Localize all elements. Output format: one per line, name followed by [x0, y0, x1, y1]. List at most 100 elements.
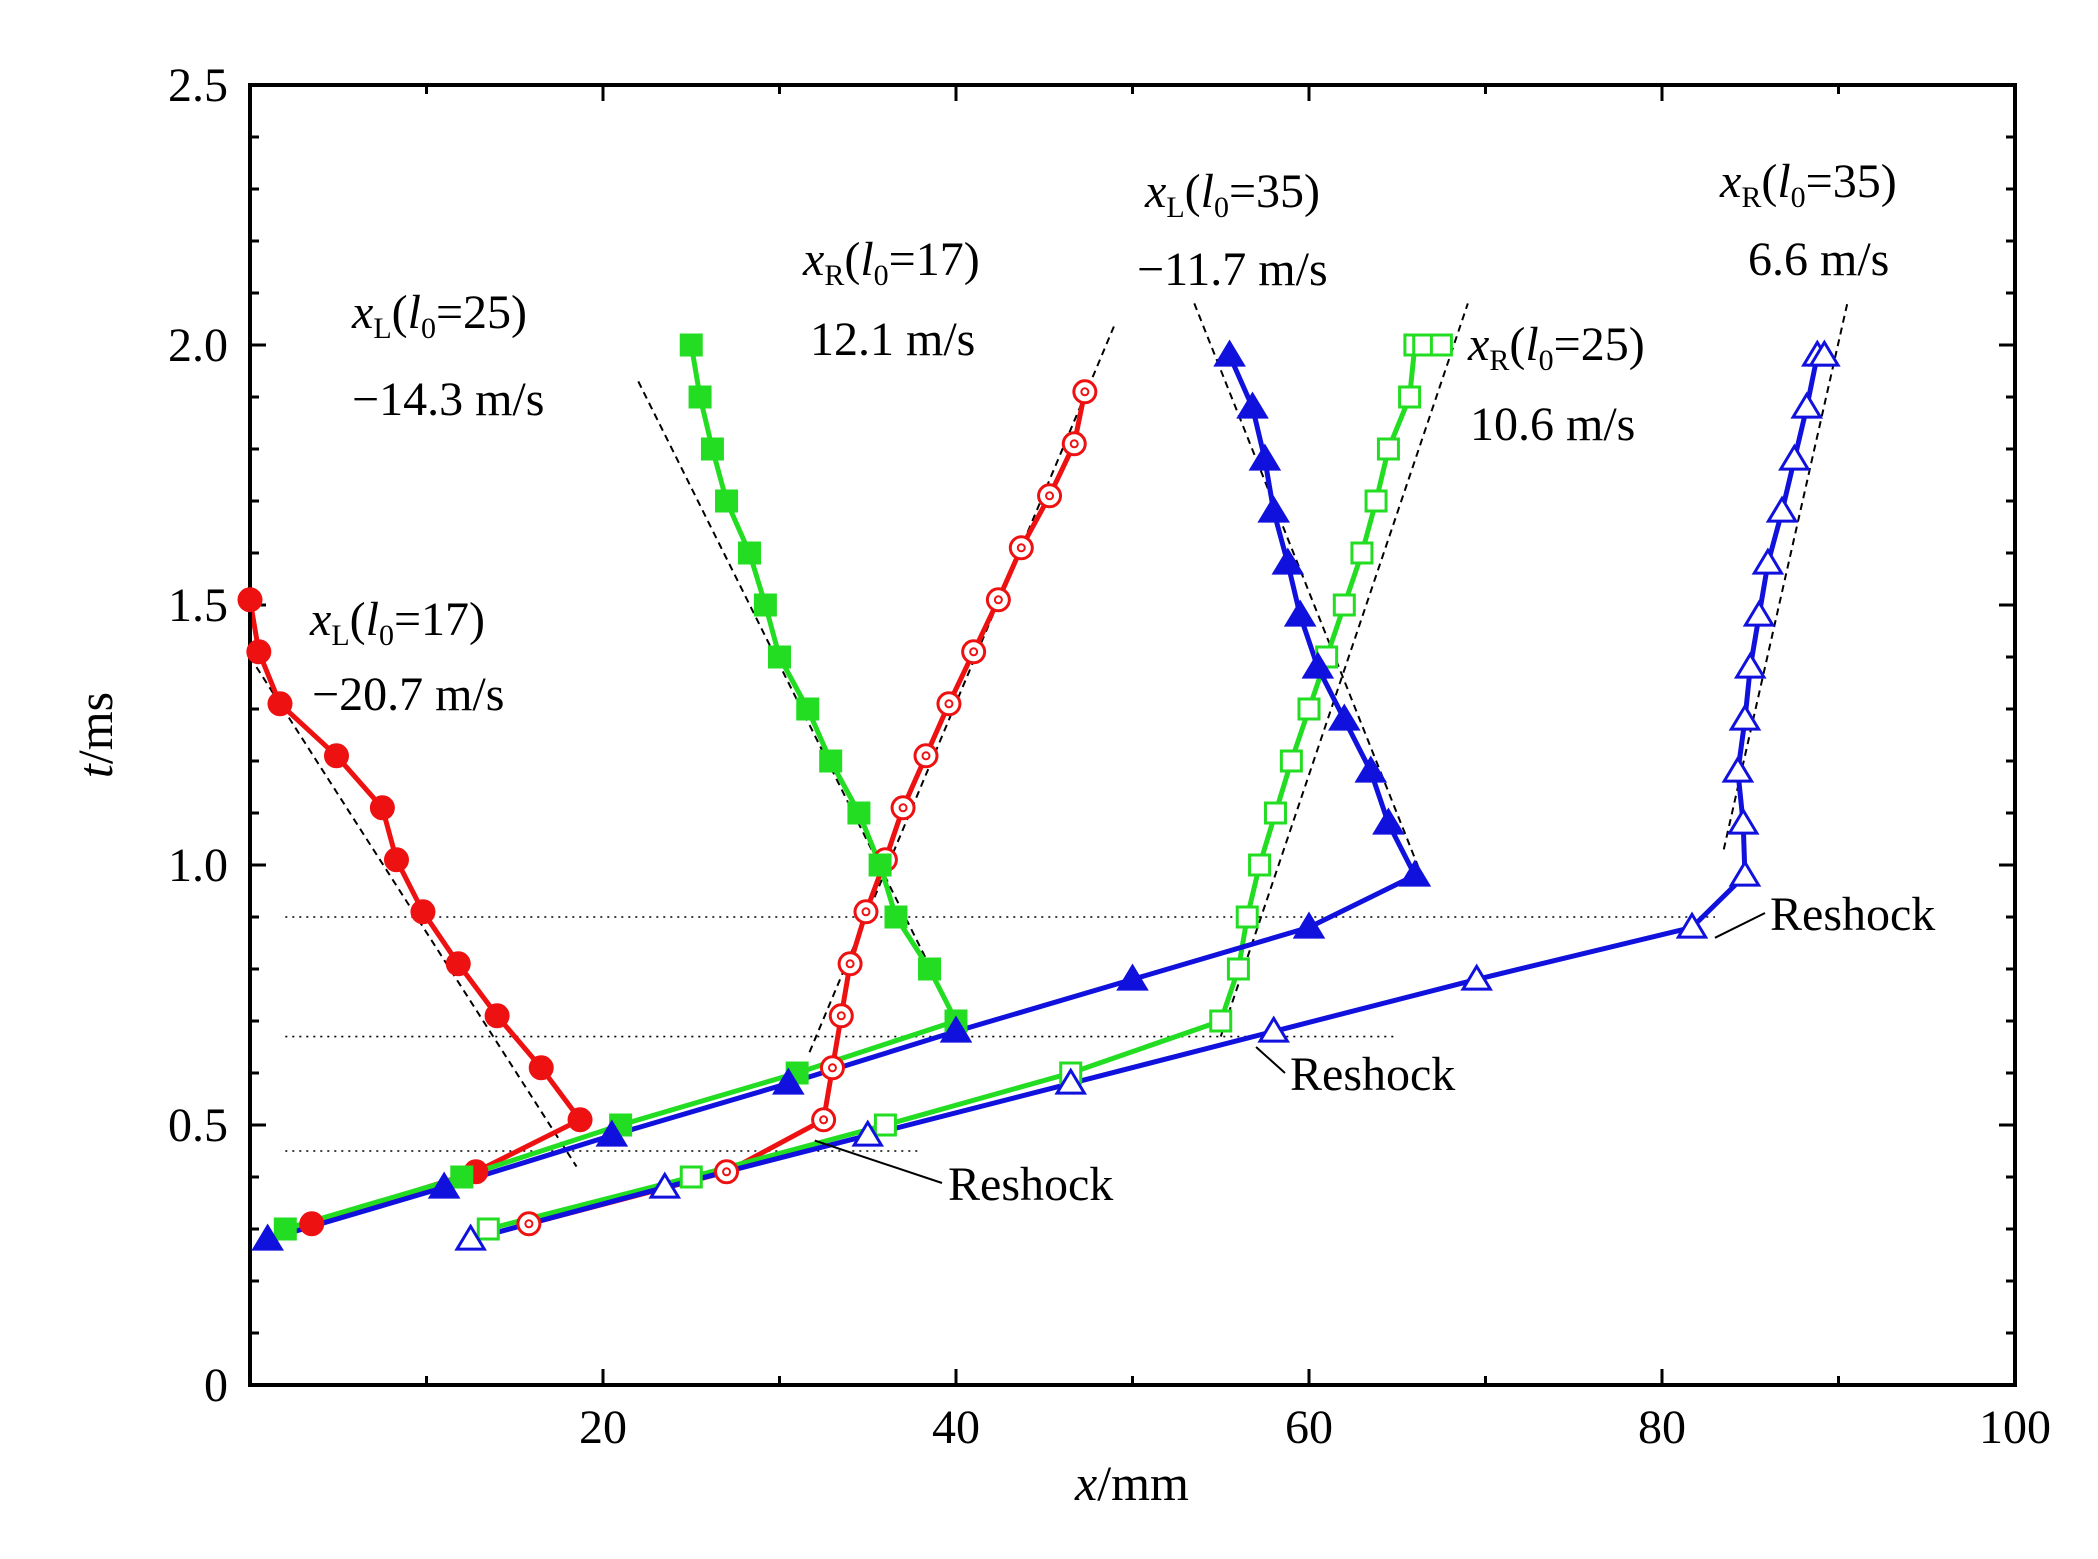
xL25-point — [679, 333, 703, 357]
xL25-point — [753, 593, 777, 617]
xR17-point — [828, 1003, 854, 1029]
reshock-leader — [814, 1139, 943, 1184]
xR17-point-dot — [722, 1167, 732, 1177]
annotation-xR35-label: xR(l0=35) — [1719, 155, 1897, 214]
x-tick-label: 40 — [932, 1401, 980, 1454]
xR17-point-dot — [524, 1219, 534, 1229]
series-markers — [237, 333, 1841, 1251]
xL17-point — [267, 691, 293, 717]
xL17-point — [484, 1003, 510, 1029]
xL17-point — [323, 743, 349, 769]
xR17-point — [913, 743, 939, 769]
y-tick-label: 2.5 — [168, 59, 228, 112]
xL35-point — [1236, 391, 1269, 419]
xL35-point — [1328, 703, 1361, 731]
xR17-point — [936, 691, 962, 717]
xR17-point-dot — [898, 803, 908, 813]
xR17-point-dot — [944, 699, 954, 709]
xR17-point — [890, 795, 916, 821]
xL35-point — [1372, 807, 1405, 835]
xR35-point — [1728, 703, 1762, 731]
xR25-point — [1376, 437, 1400, 461]
xL25-point — [768, 645, 791, 669]
xR17-point — [1008, 535, 1034, 561]
xR35-point — [1765, 495, 1799, 523]
xL25-point — [819, 749, 843, 773]
xR35-point — [1733, 651, 1767, 679]
xR17-point — [853, 899, 879, 925]
xR35-point — [1778, 443, 1811, 471]
xR35-point — [1808, 339, 1841, 367]
xL35-point — [939, 1015, 973, 1043]
y-tick-label: 0.5 — [168, 1099, 228, 1152]
xR25-point — [1350, 541, 1374, 565]
xL25-point — [688, 385, 712, 409]
xR25-point — [1429, 333, 1453, 357]
xR35-point — [1721, 755, 1755, 783]
reference-lines — [285, 916, 1715, 1152]
xR17-point-dot — [845, 959, 855, 969]
annotation-xR17-label: xR(l0=17) — [802, 233, 980, 292]
y-tick-label: 0 — [204, 1359, 228, 1412]
reshock-leader — [1714, 912, 1766, 939]
xL35-point — [1213, 339, 1246, 367]
xL17-point — [528, 1055, 554, 1081]
xR25-point — [1235, 905, 1259, 929]
xR35-point — [1460, 963, 1493, 991]
xL17-point — [299, 1211, 325, 1237]
xL35-point — [1301, 651, 1335, 679]
xR17-point-dot — [861, 907, 871, 917]
reshock-label-2: Reshock — [1290, 1048, 1455, 1101]
reshock-leaders — [814, 912, 1766, 1184]
annotation-xL35-speed: −11.7 m/s — [1137, 243, 1328, 296]
xR25-point — [1279, 749, 1303, 773]
xR17-point-dot — [1016, 543, 1026, 553]
xL35-point — [427, 1171, 461, 1199]
xR17-point — [837, 951, 863, 977]
xR17-point-dot — [819, 1115, 829, 1125]
x-tick-label: 80 — [1638, 1401, 1686, 1454]
annotation-xL17-label: xL(l0=17) — [309, 593, 485, 652]
xL17-point — [369, 795, 395, 821]
xR17-point-dot — [969, 647, 979, 657]
xL17-point — [246, 639, 272, 665]
xL35-point — [1292, 911, 1326, 939]
annotation-xR35-speed: 6.6 m/s — [1748, 233, 1889, 286]
xL25-point — [700, 437, 724, 461]
xL25-point — [868, 853, 892, 877]
y-axis-title: t/ms — [67, 692, 123, 778]
xR17-point — [819, 1055, 845, 1081]
xR17-point — [714, 1159, 740, 1185]
annotation-xL25-label: xL(l0=25) — [351, 286, 527, 345]
xR17-point — [1061, 431, 1087, 457]
xR25-point — [1248, 853, 1272, 877]
xL35-point — [1398, 859, 1432, 887]
xR25-point — [873, 1113, 897, 1137]
xL35-point — [1354, 755, 1388, 783]
xR17-point — [1037, 483, 1063, 509]
xR25-point — [476, 1217, 500, 1241]
xR25-point — [1398, 385, 1422, 409]
xL35-point — [1116, 963, 1149, 991]
xL25-point — [918, 957, 942, 981]
xL17-point — [445, 951, 471, 977]
fit-xR35-line — [1722, 303, 1849, 850]
xR35-point — [1728, 859, 1762, 887]
xR35-point — [1675, 911, 1709, 939]
xR35-point — [1054, 1067, 1088, 1095]
xR17-point-dot — [993, 595, 1003, 605]
xR35-point — [1257, 1015, 1290, 1043]
xR25-point — [1297, 697, 1321, 721]
xR17-point-dot — [836, 1011, 846, 1021]
xR17-point-dot — [1069, 439, 1079, 449]
reshock-label-3: Reshock — [1770, 888, 1935, 941]
x-axis-var: x — [1074, 1455, 1097, 1511]
xL35-point — [1257, 495, 1290, 523]
xR25-point — [1263, 801, 1287, 825]
xL25-point — [450, 1165, 474, 1189]
y-tick-label: 2.0 — [168, 319, 228, 372]
annotation-xL35-label: xL(l0=35) — [1144, 165, 1320, 224]
xR17-point-dot — [921, 751, 931, 761]
xR17-point — [961, 639, 987, 665]
